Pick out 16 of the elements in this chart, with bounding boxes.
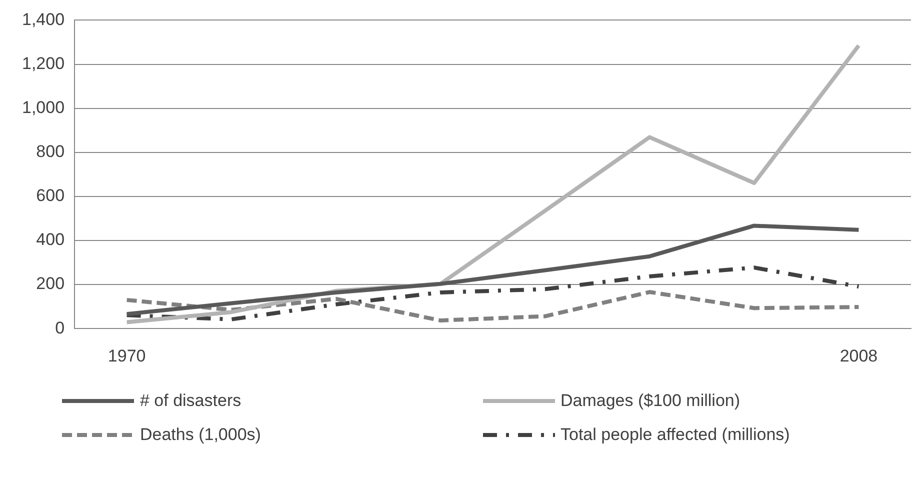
legend-label: Deaths (1,000s)	[140, 425, 261, 445]
y-tick-label: 200	[36, 274, 65, 294]
line-series	[124, 290, 861, 322]
y-tick-label: 1,000	[22, 98, 65, 117]
y-tick-label: 800	[36, 142, 65, 162]
y-tick-label: 1,200	[22, 54, 65, 73]
y-tick-label: 1,400	[22, 10, 65, 29]
line-series	[124, 266, 861, 322]
legend-label: # of disasters	[140, 391, 242, 411]
y-tick-label: 400	[36, 230, 65, 250]
y-tick-label: 0	[55, 318, 65, 338]
x-tick-label: 1970	[108, 346, 146, 366]
y-tick-label: 600	[36, 186, 65, 206]
legend-label: Total people affected (millions)	[560, 425, 790, 445]
legend-label: Damages ($100 million)	[560, 391, 740, 411]
x-tick-label: 2008	[840, 346, 878, 366]
